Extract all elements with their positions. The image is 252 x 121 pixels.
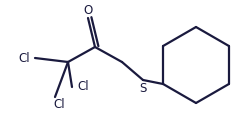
Text: O: O <box>83 4 93 18</box>
Text: Cl: Cl <box>53 98 65 111</box>
Text: Cl: Cl <box>77 80 89 94</box>
Text: S: S <box>139 83 147 95</box>
Text: Cl: Cl <box>18 52 30 64</box>
